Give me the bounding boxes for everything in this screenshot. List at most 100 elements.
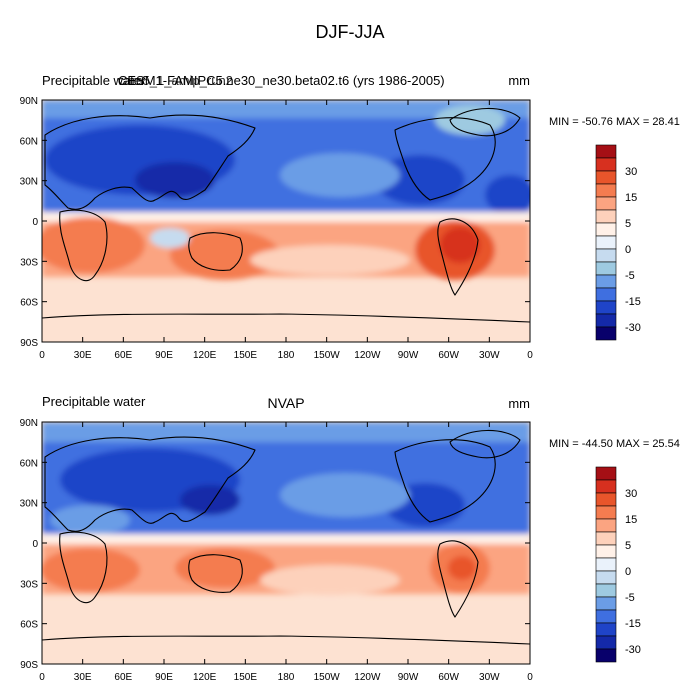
panel-bottom-colorbar-label: 30 [625, 488, 637, 500]
panel-bottom-colorbar-swatch [595, 544, 617, 559]
panel-top-lat-label: 60S [20, 298, 38, 309]
panel-bottom-colorbar-label: 5 [625, 540, 631, 552]
panel-bottom-lon-label: 120E [193, 672, 217, 683]
panel-top-left-label: Precipitable water [42, 73, 146, 88]
panel-top-lat-label: 0 [32, 217, 38, 228]
panel-bottom-colorbar-swatch [595, 583, 617, 598]
panel-bottom-lon-label: 30E [74, 672, 92, 683]
panel-bottom-colorbar-swatch [595, 505, 617, 520]
panel-top-colorbar-swatch [595, 300, 617, 315]
panel-top-lat-label: 90S [20, 338, 38, 349]
panel-top-center-label: cam5_1_amip_run2 [118, 73, 233, 88]
panel-bottom-lon-label: 60E [114, 672, 132, 683]
panel-top-lon-label: 150W [314, 350, 341, 361]
panel-top-units: mm [508, 73, 530, 88]
panel-bottom-left-label: Precipitable water [42, 394, 146, 409]
panel-bottom-colorbar-swatch [595, 531, 617, 546]
panel-top-colorbar-label: 0 [625, 244, 631, 256]
panel-top-colorbar-swatch [595, 170, 617, 185]
panel-bottom-lon-label: 0 [527, 672, 533, 683]
panel-bottom: Precipitable water NVAP mm MIN = -44.50 … [20, 394, 680, 683]
panel-bottom-lat-label: 30S [20, 579, 38, 590]
panel-bottom-lon-label: 180 [278, 672, 295, 683]
panel-top-colorbar-swatch [595, 196, 617, 211]
panel-top-lon-label: 60E [114, 350, 132, 361]
panel-bottom-lat-label: 30N [20, 499, 38, 510]
panel-bottom-colorbar-swatch [595, 635, 617, 650]
panel-top-lon-label: 30E [74, 350, 92, 361]
panel-bottom-map [42, 422, 530, 664]
panel-top-colorbar-swatch [595, 326, 617, 341]
panel-top-center-label-overlay: CESM1-FAMIPC5.ne30_ne30.beta02.t6 (yrs 1… [118, 73, 445, 88]
panel-top-lon-label: 30W [479, 350, 500, 361]
panel-top: Precipitable water cam5_1_amip_run2 CESM… [20, 73, 680, 361]
panel-top-colorbar: 30 15 5 0 -5 -15 -30 [595, 144, 641, 341]
panel-top-colorbar-swatch [595, 274, 617, 289]
panel-bottom-lon-label: 60W [438, 672, 459, 683]
panel-top-lat-label: 60N [20, 136, 38, 147]
panel-top-lon-label: 90W [398, 350, 419, 361]
panel-top-lon-label: 120E [193, 350, 217, 361]
panel-bottom-lat-label: 0 [32, 539, 38, 550]
panel-top-lon-label: 180 [278, 350, 295, 361]
panel-bottom-lat-label: 60N [20, 458, 38, 469]
panel-bottom-colorbar-swatch [595, 479, 617, 494]
panel-bottom-colorbar-swatch [595, 596, 617, 611]
panel-top-colorbar-swatch [595, 248, 617, 263]
panel-top-colorbar-swatch [595, 313, 617, 328]
panel-top-lon-label: 0 [39, 350, 45, 361]
panel-top-lon-label: 150E [234, 350, 258, 361]
panel-top-lon-label: 90E [155, 350, 173, 361]
panel-bottom-center-label: NVAP [267, 395, 304, 411]
panel-bottom-colorbar-label: -15 [625, 618, 641, 630]
panel-top-lat-label: 30N [20, 177, 38, 188]
panel-bottom-colorbar-swatch [595, 570, 617, 585]
panel-bottom-lon-label: 0 [39, 672, 45, 683]
panel-bottom-colorbar-label: -30 [625, 644, 641, 656]
panel-top-lon-label: 0 [527, 350, 533, 361]
panel-bottom-units: mm [508, 396, 530, 411]
panel-top-map [42, 100, 530, 342]
panel-bottom-colorbar-label: 15 [625, 514, 637, 526]
panel-top-colorbar-label: -5 [625, 270, 635, 282]
panel-bottom-colorbar-label: 0 [625, 566, 631, 578]
panel-top-colorbar-swatch [595, 183, 617, 198]
panel-bottom-lon-label: 150E [234, 672, 258, 683]
panel-top-stats: MIN = -50.76 MAX = 28.41 [549, 116, 680, 128]
panel-top-colorbar-swatch [595, 222, 617, 237]
panel-top-lat-label: 90N [20, 96, 38, 107]
panel-bottom-colorbar: 30 15 5 0 -5 -15 -30 [595, 466, 641, 663]
panel-bottom-lon-label: 150W [314, 672, 341, 683]
panel-bottom-lon-label: 30W [479, 672, 500, 683]
panel-bottom-lon-label: 90W [398, 672, 419, 683]
panel-bottom-lon-label: 120W [354, 672, 381, 683]
figure-title: DJF-JJA [316, 22, 385, 42]
panel-bottom-colorbar-label: -5 [625, 592, 635, 604]
panel-bottom-lat-label: 90S [20, 660, 38, 671]
panel-top-colorbar-label: 15 [625, 192, 637, 204]
panel-bottom-colorbar-swatch [595, 557, 617, 572]
panel-top-colorbar-label: -15 [625, 296, 641, 308]
panel-top-colorbar-swatch [595, 157, 617, 172]
panel-bottom-colorbar-swatch [595, 609, 617, 624]
panel-top-lon-label: 60W [438, 350, 459, 361]
panel-top-colorbar-label: -30 [625, 322, 641, 334]
panel-top-colorbar-label: 5 [625, 218, 631, 230]
panel-top-lat-label: 30S [20, 257, 38, 268]
panel-top-colorbar-swatch [595, 209, 617, 224]
panel-bottom-stats: MIN = -44.50 MAX = 25.54 [549, 438, 680, 450]
panel-top-lon-label: 120W [354, 350, 381, 361]
panel-top-colorbar-swatch [595, 287, 617, 302]
panel-bottom-colorbar-swatch [595, 648, 617, 663]
panel-top-colorbar-swatch [595, 261, 617, 276]
panel-top-colorbar-label: 30 [625, 166, 637, 178]
panel-bottom-colorbar-swatch [595, 492, 617, 507]
panel-bottom-colorbar-swatch [595, 518, 617, 533]
panel-bottom-colorbar-swatch [595, 622, 617, 637]
panel-bottom-lon-label: 90E [155, 672, 173, 683]
panel-bottom-lat-label: 90N [20, 418, 38, 429]
panel-top-colorbar-swatch [595, 144, 617, 159]
